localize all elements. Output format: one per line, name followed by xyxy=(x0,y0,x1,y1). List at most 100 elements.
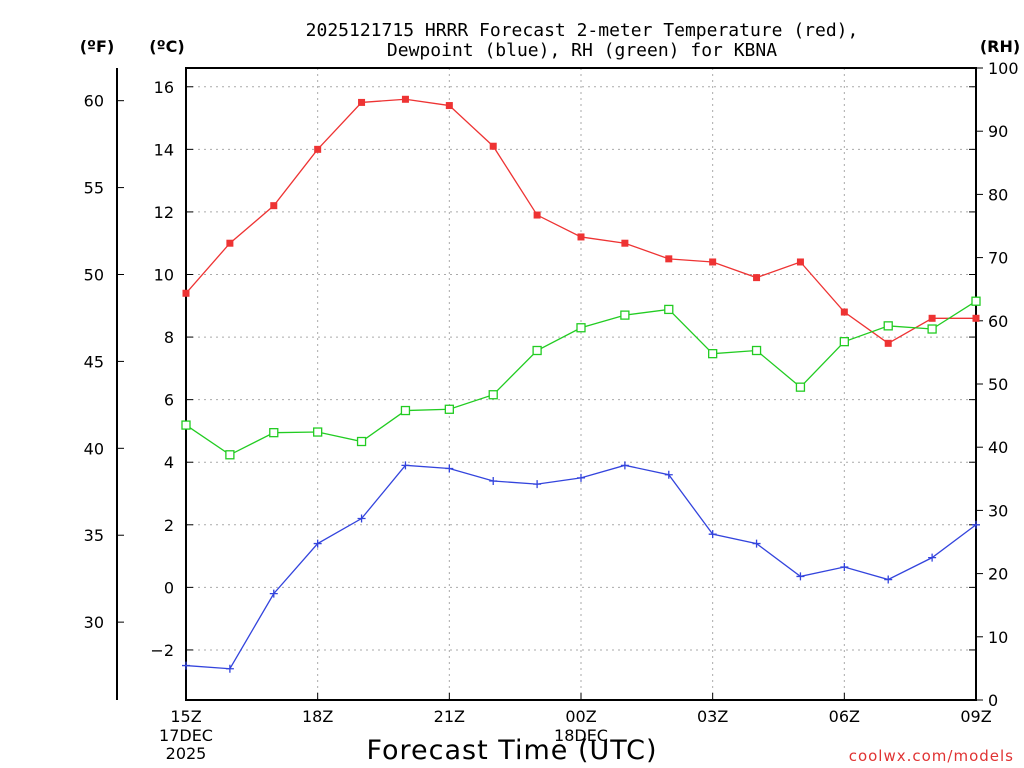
temperature-point xyxy=(753,274,761,282)
temperature-point xyxy=(621,239,629,247)
temperature-point xyxy=(226,239,234,247)
fahrenheit-tick-label: 60 xyxy=(84,92,104,111)
dewpoint-point xyxy=(752,539,761,548)
dewpoint-point xyxy=(928,553,937,562)
temperature-point xyxy=(314,145,322,153)
dewpoint-point xyxy=(577,473,585,482)
rh-tick-label: 0 xyxy=(988,691,998,710)
rh-tick-label: 100 xyxy=(988,59,1019,78)
celsius-tick-label: 16 xyxy=(154,78,174,97)
temperature-point xyxy=(489,142,497,150)
rh-point xyxy=(708,349,718,359)
rh-tick-label: 30 xyxy=(988,501,1008,520)
dewpoint-point xyxy=(357,514,366,523)
rh-point xyxy=(620,310,630,320)
temperature-point xyxy=(401,95,409,103)
temperature-point xyxy=(182,289,190,297)
x-tick-label: 09Z xyxy=(960,707,991,726)
rh-tick-label: 10 xyxy=(988,628,1008,647)
fahrenheit-tick-label: 45 xyxy=(84,352,104,371)
celsius-tick-label: 12 xyxy=(154,203,174,222)
temperature-point xyxy=(796,258,804,266)
temperature-point xyxy=(928,314,936,322)
temperature-point xyxy=(665,255,673,263)
temperature-point xyxy=(270,202,278,210)
rh-tick-label: 20 xyxy=(988,565,1008,584)
celsius-tick-label: 14 xyxy=(154,140,174,159)
fahrenheit-tick-label: 40 xyxy=(84,439,104,458)
dewpoint-point xyxy=(972,520,980,529)
temperature-point xyxy=(358,98,366,106)
x-tick-label: 06Z xyxy=(829,707,860,726)
temperature-point xyxy=(533,211,541,219)
dewpoint-point xyxy=(225,664,234,673)
temperature-point xyxy=(577,233,585,241)
dewpoint-point xyxy=(664,470,673,479)
celsius-tick-label: 0 xyxy=(164,578,174,597)
watermark: coolwx.com/models xyxy=(849,747,1014,765)
dewpoint-point xyxy=(840,563,849,572)
rh-point xyxy=(532,345,542,356)
dewpoint-point xyxy=(182,661,190,670)
dewpoint-point xyxy=(489,476,498,485)
x-tick-label: 21Z xyxy=(434,707,465,726)
temperature-point xyxy=(709,258,717,266)
celsius-tick-label: −2 xyxy=(150,641,174,660)
fahrenheit-tick-label: 50 xyxy=(84,265,104,284)
chart-title-line-1: 2025121715 HRRR Forecast 2-meter Tempera… xyxy=(306,20,859,41)
x-tick-sublabel: 2025 xyxy=(166,744,207,763)
x-tick-sublabel: 18DEC xyxy=(554,726,608,745)
rh-point xyxy=(269,428,279,438)
rh-tick-label: 40 xyxy=(988,438,1008,457)
rh-unit-label: (RH) xyxy=(980,37,1020,56)
rh-point xyxy=(400,405,411,416)
dewpoint-point xyxy=(269,589,278,598)
celsius-tick-label: 2 xyxy=(164,516,174,535)
x-tick-label: 03Z xyxy=(697,707,728,726)
dewpoint-point xyxy=(445,464,454,473)
rh-tick-label: 80 xyxy=(988,185,1008,204)
rh-point xyxy=(576,323,586,333)
rh-tick-label: 60 xyxy=(988,312,1008,331)
dewpoint-point xyxy=(620,461,629,470)
dewpoint-point xyxy=(533,480,542,489)
celsius-unit-label: (ºC) xyxy=(149,37,184,56)
temperature-point xyxy=(840,308,848,316)
fahrenheit-tick-label: 55 xyxy=(84,179,104,198)
rh-point xyxy=(181,420,191,430)
rh-point xyxy=(971,296,981,306)
temperature-point xyxy=(445,102,453,110)
rh-point xyxy=(444,404,454,414)
rh-point xyxy=(751,345,762,356)
rh-point xyxy=(839,337,849,347)
dewpoint-point xyxy=(796,572,805,581)
fahrenheit-tick-label: 35 xyxy=(84,526,104,545)
fahrenheit-tick-label: 30 xyxy=(84,613,104,632)
temperature-point xyxy=(972,314,980,322)
rh-point xyxy=(313,427,323,437)
dewpoint-point xyxy=(401,461,410,470)
rh-tick-label: 50 xyxy=(988,375,1008,394)
rh-tick-label: 90 xyxy=(988,122,1008,141)
grid-lines xyxy=(185,68,977,700)
rh-point xyxy=(356,436,367,447)
x-tick-label: 18Z xyxy=(302,707,333,726)
rh-point xyxy=(883,321,893,331)
celsius-tick-label: 8 xyxy=(164,328,174,347)
rh-point xyxy=(664,304,674,315)
celsius-tick-label: 6 xyxy=(164,391,174,410)
dewpoint-point xyxy=(313,539,322,548)
x-tick-sublabel: 17DEC xyxy=(159,726,213,745)
x-axis-label: Forecast Time (UTC) xyxy=(366,735,657,766)
temperature-point xyxy=(884,339,892,347)
rh-point xyxy=(225,450,235,460)
rh-point xyxy=(927,324,937,334)
series-layer xyxy=(181,95,981,673)
celsius-tick-label: 10 xyxy=(154,265,174,284)
plot-frame xyxy=(185,67,977,701)
rh-point xyxy=(488,390,498,400)
x-tick-label: 00Z xyxy=(565,707,596,726)
rh-tick-label: 70 xyxy=(988,249,1008,268)
fahrenheit-unit-label: (ºF) xyxy=(80,37,115,56)
celsius-tick-label: 4 xyxy=(164,453,174,472)
